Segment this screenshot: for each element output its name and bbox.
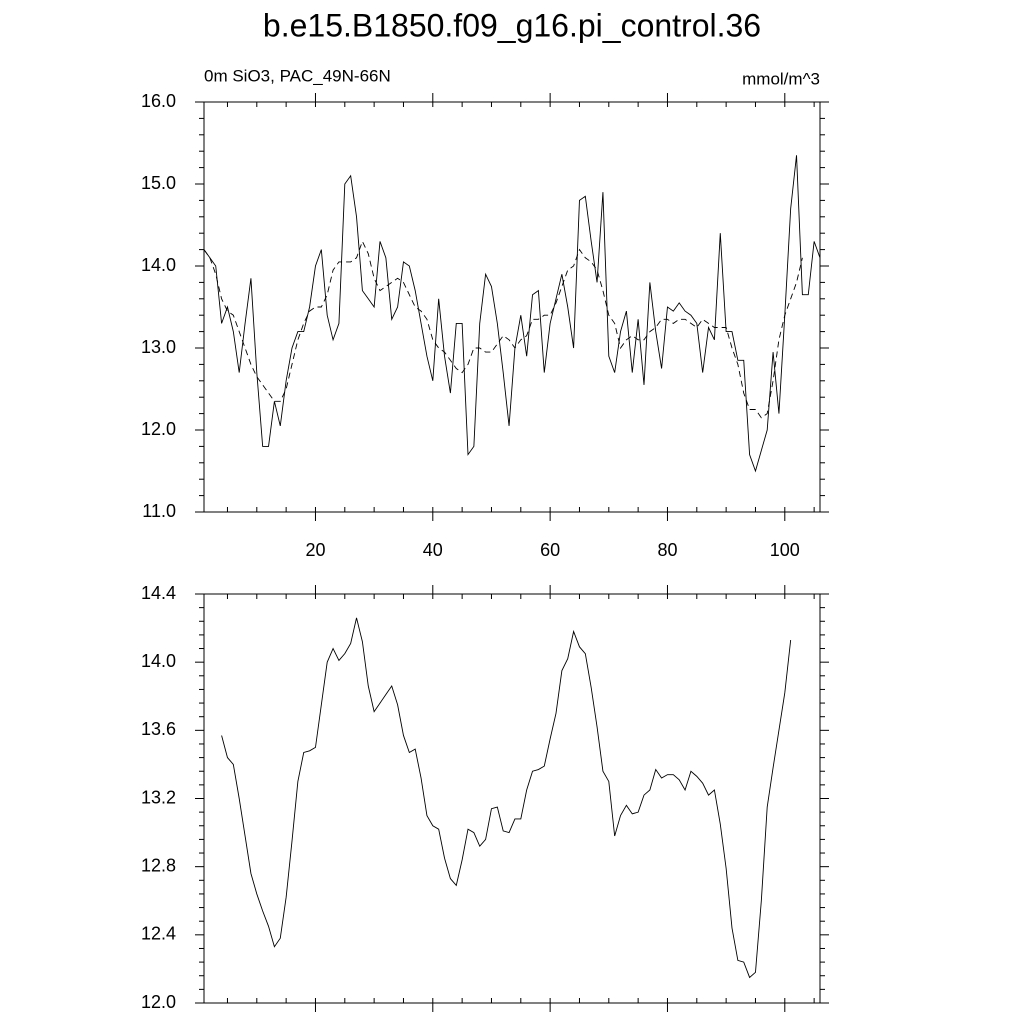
- subtitle-left: 0m SiO3, PAC_49N-66N: [204, 66, 391, 85]
- y-tick-label: 15.0: [141, 173, 176, 193]
- y-tick-label: 16.0: [141, 91, 176, 111]
- x-tick-label: 80: [657, 540, 677, 560]
- x-tick-label: 40: [423, 540, 443, 560]
- y-tick-label: 13.0: [141, 337, 176, 357]
- x-tick-label: 20: [305, 540, 325, 560]
- y-tick-label: 12.0: [141, 992, 176, 1012]
- x-tick-label: 60: [540, 540, 560, 560]
- y-tick-label: 13.2: [141, 787, 176, 807]
- subtitle-right: mmol/m^3: [742, 69, 820, 88]
- data-line: [221, 617, 792, 979]
- x-tick-label: 100: [770, 540, 800, 560]
- y-tick-label: 14.0: [141, 651, 176, 671]
- chart-title: b.e15.B1850.f09_g16.pi_control.36: [263, 7, 761, 43]
- y-tick-label: 12.4: [141, 924, 176, 944]
- plot-frame: [203, 101, 821, 513]
- y-tick-label: 13.6: [141, 719, 176, 739]
- y-tick-label: 12.0: [141, 419, 176, 439]
- y-tick-label: 12.8: [141, 855, 176, 875]
- data-line: [203, 240, 803, 419]
- data-line: [203, 155, 821, 473]
- y-tick-label: 11.0: [142, 501, 176, 521]
- y-tick-label: 14.0: [141, 255, 176, 275]
- y-tick-label: 14.4: [141, 583, 176, 603]
